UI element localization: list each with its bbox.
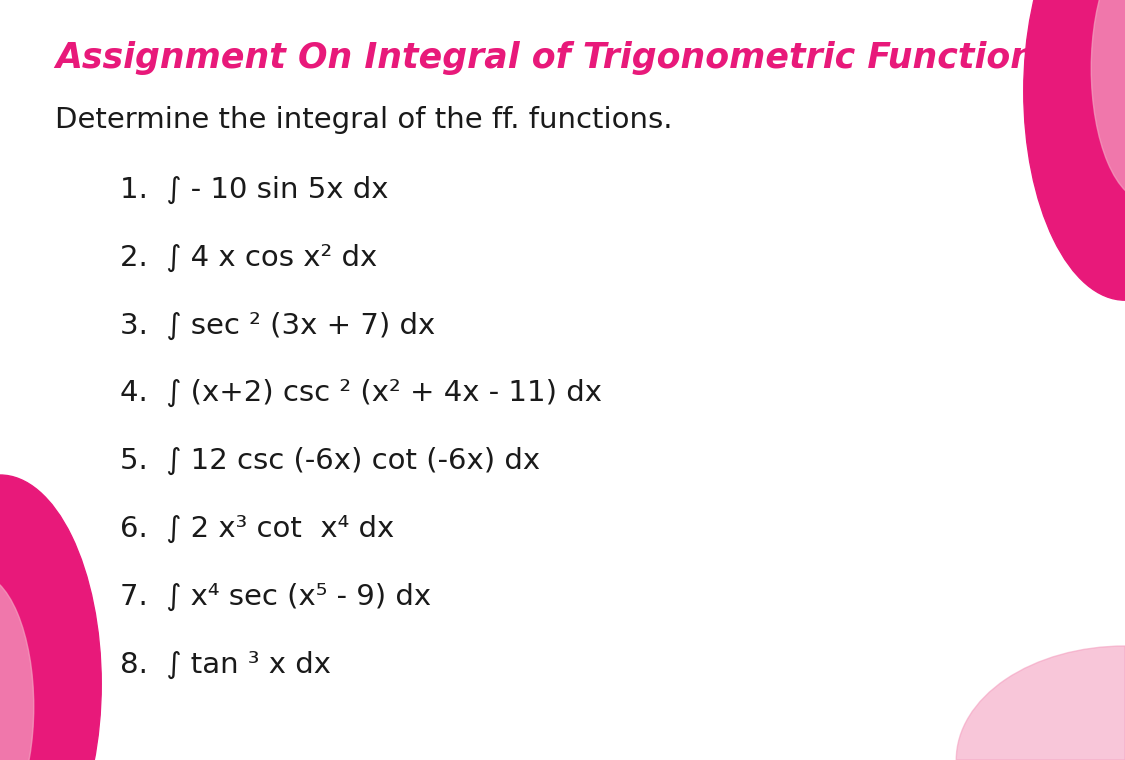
- Text: 8.  ∫ tan ³ x dx: 8. ∫ tan ³ x dx: [119, 651, 331, 679]
- Text: 1.  ∫ - 10 sin 5x dx: 1. ∫ - 10 sin 5x dx: [119, 176, 388, 204]
- Text: 2.  ∫ 4 x cos x² dx: 2. ∫ 4 x cos x² dx: [119, 243, 377, 271]
- Text: Assignment On Integral of Trigonometric Functions:: Assignment On Integral of Trigonometric …: [55, 41, 1070, 74]
- Text: 5.  ∫ 12 csc (-6x) cot (-6x) dx: 5. ∫ 12 csc (-6x) cot (-6x) dx: [119, 447, 540, 475]
- Text: 3.  ∫ sec ² (3x + 7) dx: 3. ∫ sec ² (3x + 7) dx: [119, 312, 435, 340]
- Text: 4.  ∫ (x+2) csc ² (x² + 4x - 11) dx: 4. ∫ (x+2) csc ² (x² + 4x - 11) dx: [119, 379, 602, 407]
- Text: 6.  ∫ 2 x³ cot  x⁴ dx: 6. ∫ 2 x³ cot x⁴ dx: [119, 515, 394, 543]
- Text: 7.  ∫ x⁴ sec (x⁵ - 9) dx: 7. ∫ x⁴ sec (x⁵ - 9) dx: [119, 583, 431, 611]
- Text: Determine the integral of the ff. functions.: Determine the integral of the ff. functi…: [55, 106, 673, 135]
